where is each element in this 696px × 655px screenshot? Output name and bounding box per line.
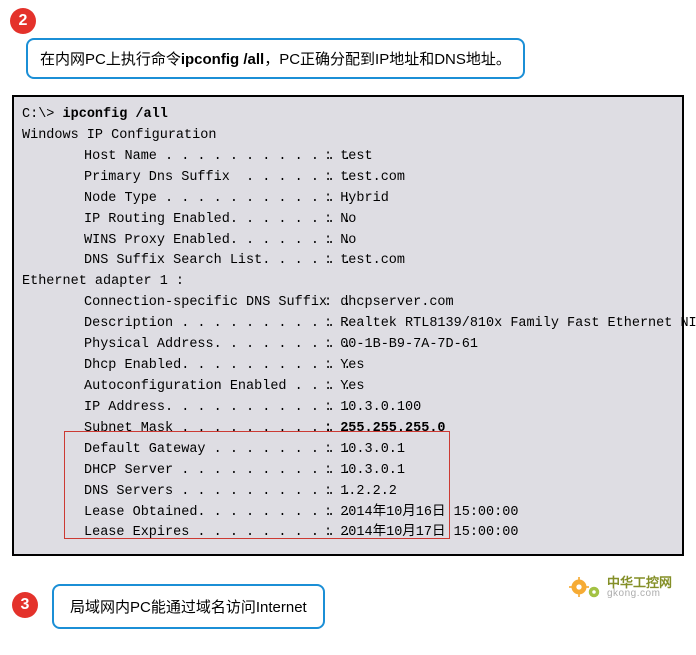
terminal-row: WINS Proxy Enabled. . . . . . . . : No bbox=[22, 231, 674, 252]
row-value: : Yes bbox=[324, 377, 365, 398]
terminal-row: Node Type . . . . . . . . . . . . : Hybr… bbox=[22, 189, 674, 210]
terminal-row: Primary Dns Suffix . . . . . . . : test.… bbox=[22, 168, 674, 189]
terminal-row: Physical Address. . . . . . . . . : 00-1… bbox=[22, 335, 674, 356]
terminal-row: IP Address. . . . . . . . . . . . : 10.3… bbox=[22, 398, 674, 419]
row-value: : test bbox=[324, 147, 373, 168]
step-badge-2: 2 bbox=[10, 8, 36, 34]
watermark: 中华工控网 gkong.com bbox=[569, 575, 672, 599]
watermark-cn: 中华工控网 bbox=[607, 576, 672, 589]
row-label: IP Routing Enabled. . . . . . . . bbox=[22, 210, 324, 231]
callout2-after: ，PC正确分配到IP地址和DNS地址。 bbox=[264, 51, 511, 68]
highlight-ip-block bbox=[64, 431, 450, 539]
row-label: Autoconfiguration Enabled . . . . bbox=[22, 377, 324, 398]
row-value: : test.com bbox=[324, 251, 405, 272]
row-label: Host Name . . . . . . . . . . . . bbox=[22, 147, 324, 168]
gear-icon-small bbox=[587, 585, 601, 599]
terminal-row: Autoconfiguration Enabled . . . . : Yes bbox=[22, 377, 674, 398]
callout-step2: 在内网PC上执行命令ipconfig /all，PC正确分配到IP地址和DNS地… bbox=[26, 38, 525, 79]
row-value: : Realtek RTL8139/810x Family Fast Ether… bbox=[324, 314, 696, 335]
callout-step3: 局域网内PC能通过域名访问Internet bbox=[52, 584, 325, 629]
row-label: Dhcp Enabled. . . . . . . . . . . bbox=[22, 356, 324, 377]
row-value: : test.com bbox=[324, 168, 405, 189]
row-label: Node Type . . . . . . . . . . . . bbox=[22, 189, 324, 210]
callout2-before: 在内网PC上执行命令 bbox=[40, 51, 181, 68]
terminal-cmd: ipconfig /all bbox=[63, 105, 168, 126]
terminal-row: DNS Suffix Search List. . . . . . : test… bbox=[22, 251, 674, 272]
row-label: IP Address. . . . . . . . . . . . bbox=[22, 398, 324, 419]
step-badge-3: 3 bbox=[12, 592, 38, 618]
watermark-en: gkong.com bbox=[607, 589, 672, 599]
row-label: Connection-specific DNS Suffix . bbox=[22, 293, 324, 314]
row-value: : 10.3.0.100 bbox=[324, 398, 421, 419]
row-label: Description . . . . . . . . . . . bbox=[22, 314, 324, 335]
header-winip: Windows IP Configuration bbox=[22, 126, 674, 147]
terminal-row: Description . . . . . . . . . . . : Real… bbox=[22, 314, 674, 335]
row-value: : Yes bbox=[324, 356, 365, 377]
row-label: Physical Address. . . . . . . . . bbox=[22, 335, 324, 356]
terminal-row: Host Name . . . . . . . . . . . . : test bbox=[22, 147, 674, 168]
row-value: : 00-1B-B9-7A-7D-61 bbox=[324, 335, 478, 356]
terminal-row: Dhcp Enabled. . . . . . . . . . . : Yes bbox=[22, 356, 674, 377]
gear-icon bbox=[569, 577, 589, 597]
row-value: : dhcpserver.com bbox=[324, 293, 454, 314]
row-value: : No bbox=[324, 231, 356, 252]
row-label: Primary Dns Suffix . . . . . . . bbox=[22, 168, 324, 189]
row-value: : No bbox=[324, 210, 356, 231]
terminal-row: Connection-specific DNS Suffix . : dhcps… bbox=[22, 293, 674, 314]
row-value: : Hybrid bbox=[324, 189, 389, 210]
terminal-row: IP Routing Enabled. . . . . . . . : No bbox=[22, 210, 674, 231]
row-label: WINS Proxy Enabled. . . . . . . . bbox=[22, 231, 324, 252]
prompt: C:\> bbox=[22, 105, 63, 126]
terminal-output: C:\> ipconfig /all Windows IP Configurat… bbox=[12, 95, 684, 556]
row-label: DNS Suffix Search List. . . . . . bbox=[22, 251, 324, 272]
header-ethernet: Ethernet adapter 1 : bbox=[22, 272, 674, 293]
callout2-cmd: ipconfig /all bbox=[181, 51, 264, 68]
